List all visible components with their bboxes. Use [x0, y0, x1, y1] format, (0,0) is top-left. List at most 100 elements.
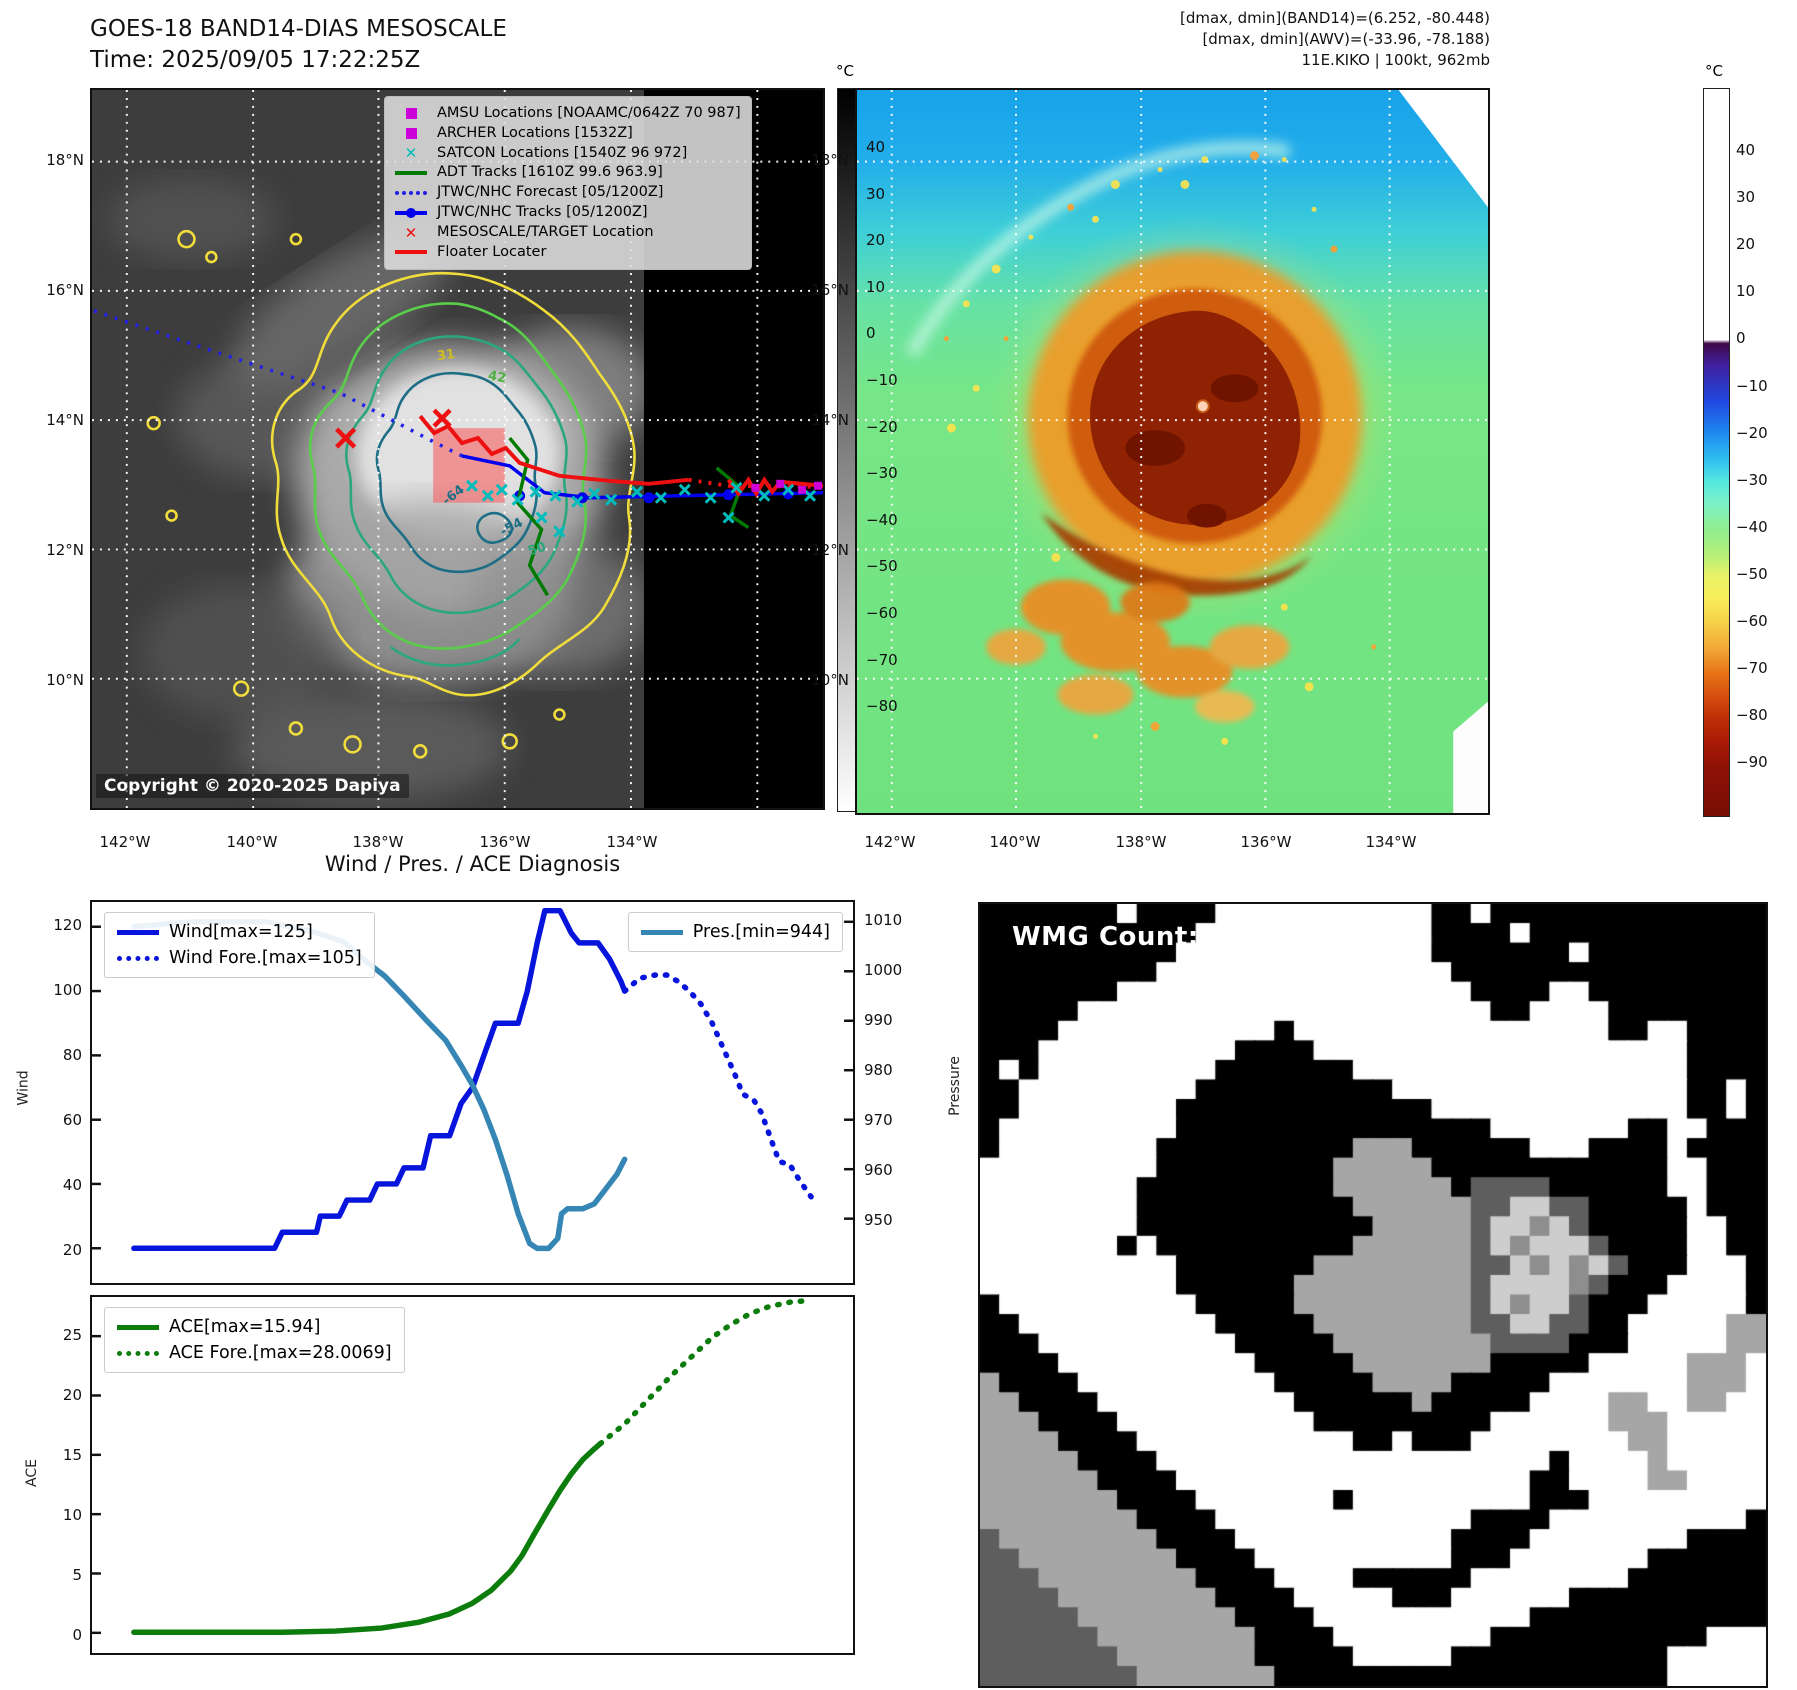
- contour-value-label: -54: [497, 515, 526, 540]
- dotted-marker-icon: [393, 191, 429, 196]
- colorbar-b-tick: 20: [1736, 235, 1756, 254]
- x-marker-icon: ✕: [404, 144, 418, 163]
- ace-axis-label: ACE: [23, 1459, 40, 1487]
- pres-legend-label: Pres.[min=944]: [692, 922, 830, 942]
- map-legend: AMSU Locations [NOAAMC/0642Z 70 987] ARCH…: [384, 96, 752, 271]
- legend-item-label: Floater Locater: [437, 243, 547, 260]
- colorbar-b-tick: 0: [1736, 329, 1746, 348]
- archer-markers: [751, 479, 823, 494]
- panel-b-header: [dmax, dmin](BAND14)=(6.252, -80.448) [d…: [890, 8, 1490, 71]
- wind-axis-tick: 20: [62, 1240, 82, 1259]
- ace-axis-tick: 10: [62, 1505, 82, 1524]
- line-marker-icon: [393, 171, 429, 176]
- map-a-lat-tick: 10°N: [46, 671, 84, 689]
- colorbar-b-tick: −30: [1736, 470, 1768, 489]
- contour-value-label: 42: [486, 368, 508, 387]
- legend-item: ✕ SATCON Locations [1540Z 96 972]: [393, 144, 741, 164]
- dmax-dmin-band14: [dmax, dmin](BAND14)=(6.252, -80.448): [1179, 9, 1490, 27]
- map-b-lon-tick: 140°W: [989, 833, 1041, 851]
- map-a-lat-tick: 18°N: [46, 151, 84, 169]
- colorbar-b-unit: °C: [1705, 62, 1723, 80]
- storm-eye: [1195, 399, 1210, 414]
- legend-item-label: MESOSCALE/TARGET Location: [437, 223, 654, 240]
- colorbar-b-tick: −90: [1736, 753, 1768, 772]
- colorbar-b-tick: −20: [1736, 423, 1768, 442]
- pressure-axis-tick: 970: [864, 1111, 893, 1129]
- line-dot-marker-icon: [393, 207, 429, 218]
- wind-axis-tick: 40: [62, 1175, 82, 1194]
- target-x-markers: [335, 408, 452, 449]
- wind-fore-legend-label: Wind Fore.[max=105]: [169, 948, 362, 968]
- colorbar-a-tick: −30: [866, 464, 898, 483]
- map-a-lat-tick: 16°N: [46, 281, 84, 299]
- scan-edge-notch-bottom: [1453, 701, 1488, 813]
- wind-axis-tick: 60: [62, 1110, 82, 1129]
- colorbar-a-tick: 30: [866, 184, 886, 203]
- pres-line-swatch: [640, 929, 683, 935]
- ir-contours: [146, 229, 636, 759]
- ace-fore-legend-label: ACE Fore.[max=28.0069]: [169, 1343, 392, 1363]
- square-marker-icon: [393, 128, 429, 140]
- map-a-lon-tick: 134°W: [606, 833, 658, 851]
- colorbar-b: [1703, 88, 1730, 817]
- colorbar-b-tick: −60: [1736, 612, 1768, 630]
- colorbar-a-tick: −50: [866, 557, 898, 576]
- pressure-axis-tick: 950: [864, 1211, 893, 1229]
- wmg-pixel-map: [980, 904, 1766, 1686]
- map-b-lat-tick: 16°N: [811, 281, 849, 299]
- wind-fore-swatch: [117, 955, 159, 961]
- legend-item-label: AMSU Locations [NOAAMC/0642Z 70 987]: [437, 105, 741, 121]
- ace-axis-tick: 20: [62, 1385, 82, 1404]
- legend-item: ✕ MESOSCALE/TARGET Location: [393, 223, 741, 243]
- legend-item-label: SATCON Locations [1540Z 96 972]: [437, 144, 688, 161]
- wind-axis-tick: 80: [62, 1045, 82, 1064]
- colorbar-a-tick: 40: [866, 138, 886, 156]
- legend-item: JTWC/NHC Tracks [05/1200Z]: [393, 203, 741, 223]
- wind-axis-tick: 100: [53, 980, 82, 999]
- dmax-dmin-awv: [dmax, dmin](AWV)=(-33.96, -78.188): [1202, 30, 1490, 48]
- colorbar-a-tick: 0: [866, 324, 876, 343]
- adt-track: [508, 436, 750, 597]
- pressure-axis-tick: 1010: [864, 911, 903, 929]
- storm-id-intensity: 11E.KIKO | 100kt, 962mb: [1301, 51, 1490, 69]
- map-b-lat-tick: 12°N: [811, 541, 849, 559]
- ace-legend: ACE[max=15.94] ACE Fore.[max=28.0069]: [104, 1307, 405, 1373]
- contour-value-label: -64: [439, 482, 468, 509]
- map-b-lon-tick: 134°W: [1365, 833, 1417, 851]
- wind-pressure-chart: Wind[max=125] Wind Fore.[max=105] Pres.[…: [90, 900, 855, 1285]
- colorbar-b-tick: 40: [1736, 141, 1756, 159]
- panel-a-title-block: GOES-18 BAND14-DIAS MESOSCALE Time: 2025…: [90, 14, 507, 76]
- x-marker-icon: ✕: [404, 223, 418, 242]
- wind-legend-label: Wind[max=125]: [169, 922, 313, 942]
- ace-chart: ACE[max=15.94] ACE Fore.[max=28.0069]: [90, 1295, 855, 1655]
- ace-axis-tick: 15: [62, 1445, 82, 1464]
- line-marker-icon: [393, 250, 429, 255]
- map-a-lat-tick: 12°N: [46, 541, 84, 559]
- colorbar-b-tick: −10: [1736, 376, 1768, 395]
- map-b-lat-tick: 14°N: [811, 411, 849, 429]
- colorbar-a-tick: 20: [866, 231, 886, 250]
- timestamp: Time: 2025/09/05 17:22:25Z: [90, 47, 421, 73]
- legend-item: ARCHER Locations [1532Z]: [393, 124, 741, 144]
- pressure-axis-tick: 960: [864, 1161, 893, 1179]
- contour-value-label: 31: [436, 346, 457, 365]
- colorbar-a-tick: 10: [866, 277, 886, 296]
- wmg-count-panel: WMG Count: 0 |: [978, 902, 1768, 1688]
- colorbar-b-tick: −70: [1736, 659, 1768, 678]
- south-convection: [986, 579, 1290, 723]
- legend-item: AMSU Locations [NOAAMC/0642Z 70 987]: [393, 104, 741, 124]
- ir-enhanced-imagery: [857, 90, 1488, 813]
- legend-item-label: ARCHER Locations [1532Z]: [437, 124, 633, 141]
- colorbar-a-tick: −70: [866, 650, 898, 669]
- colorbar-a-tick: −10: [866, 371, 898, 389]
- map-a-lat-tick: 14°N: [46, 411, 84, 429]
- map-a-lon-tick: 136°W: [479, 833, 531, 851]
- colorbar-b-tick: −40: [1736, 517, 1768, 536]
- map-b-lon-tick: 138°W: [1115, 833, 1167, 851]
- map-a-lon-tick: 138°W: [352, 833, 404, 851]
- colorbar-a-unit: °C: [836, 62, 854, 80]
- nw-convective-arc: [906, 141, 1291, 357]
- wind-axis-label: Wind: [15, 1070, 32, 1106]
- grid-lines: [857, 90, 1488, 813]
- legend-item-label: JTWC/NHC Tracks [05/1200Z]: [437, 203, 648, 220]
